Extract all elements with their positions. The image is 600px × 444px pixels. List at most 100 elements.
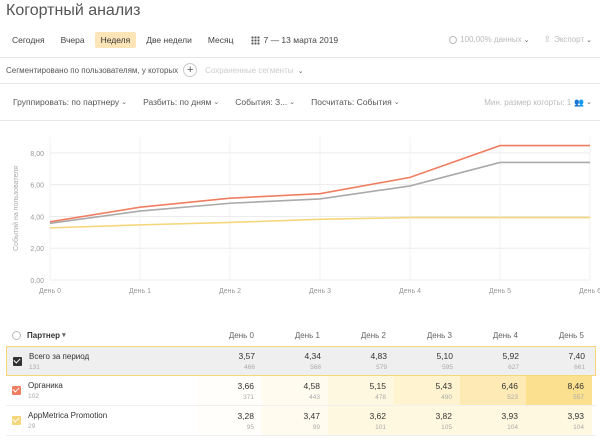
metric-value: 4,58 <box>303 380 320 391</box>
events-count: 595 <box>442 364 453 371</box>
events-count: 104 <box>507 423 518 431</box>
period-month[interactable]: Месяц <box>207 35 234 45</box>
metric-value: 3,62 <box>369 410 386 421</box>
events-count: 523 <box>507 393 518 401</box>
partner-users-count: 102 <box>28 393 39 400</box>
x-tick-label: День 4 <box>399 288 421 295</box>
partner-cell: Всего за период 131 <box>7 347 197 375</box>
metric-value: 6,46 <box>501 380 518 391</box>
period-yesterday[interactable]: Вчера <box>60 35 85 45</box>
period-today[interactable]: Сегодня <box>12 35 45 45</box>
chevron-down-icon: ⌄ <box>586 36 592 44</box>
saved-segments-dropdown[interactable]: Сохраненные сегменты ⌄ <box>205 65 304 75</box>
page-title: Когортный анализ <box>6 2 141 19</box>
metric-value: 5,15 <box>369 380 386 391</box>
day-column-header: День 2 <box>360 330 386 340</box>
events-count: 568 <box>310 364 321 371</box>
chevron-down-icon: ⌄ <box>121 99 128 106</box>
day-column-header: День 4 <box>492 330 518 340</box>
value-cell: 4,58 443 <box>262 376 328 405</box>
metric-value: 5,10 <box>436 351 453 361</box>
partner-column-header[interactable]: Партнер <box>27 330 61 340</box>
chevron-down-icon: ⌄ <box>213 99 220 106</box>
min-cohort-size[interactable]: Мин. размер когорты: 1 👥 ⌄ <box>484 97 592 107</box>
y-tick-label: 0,00 <box>30 278 44 285</box>
export-button[interactable]: ⇪ Экспорт ⌄ <box>544 34 592 45</box>
export-label: Экспорт <box>554 35 585 44</box>
partner-users-count: 29 <box>28 423 36 430</box>
metric-value: 3,66 <box>237 380 254 391</box>
events-count: 104 <box>573 423 584 431</box>
metric-value: 5,92 <box>502 351 519 361</box>
period-selector: Сегодня Вчера Неделя Две недели Месяц 7 … <box>6 31 338 49</box>
table-row[interactable]: Всего за период 131 3,57 466 4,34 568 4,83 579 5… <box>6 346 596 376</box>
group-by-dropdown[interactable]: Группировать: по партнеру ⌄ <box>13 97 128 107</box>
events-count: 579 <box>376 364 387 371</box>
metric-value: 7,40 <box>568 351 585 361</box>
sort-caret-icon: ▾ <box>62 332 66 339</box>
value-cell: 3,28 95 <box>196 406 262 435</box>
events-count: 95 <box>246 423 254 431</box>
y-tick-label: 4,00 <box>30 214 44 221</box>
events-count: 371 <box>243 393 254 401</box>
table-header: Партнер ▾ День 0 День 1 День 2 День 3 Де… <box>6 324 596 346</box>
events-count: 661 <box>574 364 585 371</box>
y-axis-label: Событий на пользователя <box>12 166 20 251</box>
value-cell: 5,10 595 <box>395 347 461 375</box>
x-tick-label: День 5 <box>489 288 511 295</box>
day-column-header: День 3 <box>426 330 452 340</box>
row-checkbox[interactable] <box>12 386 21 395</box>
metric-value: 3,57 <box>238 351 255 361</box>
metric-value: 8,46 <box>567 380 584 391</box>
value-cell: 6,46 523 <box>460 376 526 405</box>
chevron-down-icon: ⌄ <box>523 36 530 44</box>
value-cell: 3,93 104 <box>460 406 526 435</box>
cohort-line-chart: 0,00 2,00 4,00 6,00 8,00 День 0 День 1 День 2 Де… <box>12 137 600 295</box>
data-level-dropdown[interactable]: 100,00% данных ⌄ <box>449 35 530 44</box>
value-cell: 3,82 105 <box>394 406 460 435</box>
value-cell: 3,57 466 <box>197 347 263 375</box>
events-count: 443 <box>309 393 320 401</box>
metric-value: 5,43 <box>435 380 452 391</box>
events-count: 99 <box>312 423 320 431</box>
events-count: 101 <box>375 423 386 431</box>
period-week[interactable]: Неделя <box>94 32 137 48</box>
x-tick-label: День 1 <box>129 288 151 295</box>
export-icon: ⇪ <box>543 34 552 44</box>
value-cell: 3,62 101 <box>328 406 394 435</box>
divider <box>0 83 600 84</box>
value-cell: 5,92 627 <box>461 347 527 375</box>
data-level-label: 100,00% данных <box>460 35 522 44</box>
metric-value: 3,28 <box>237 410 254 421</box>
metric-value: 3,47 <box>303 410 320 421</box>
y-tick-label: 2,00 <box>30 246 44 253</box>
date-range-picker[interactable]: 7 — 13 марта 2019 <box>251 35 338 45</box>
events-dropdown[interactable]: События: З... ⌄ <box>235 97 296 107</box>
date-range-label: 7 — 13 марта 2019 <box>263 35 339 45</box>
row-checkbox[interactable] <box>13 356 22 366</box>
x-tick-label: День 3 <box>309 288 331 295</box>
series-line <box>49 161 590 225</box>
y-tick-label: 6,00 <box>30 183 44 190</box>
users-icon: 👥 <box>574 97 585 107</box>
count-dropdown[interactable]: Посчитать: События ⌄ <box>311 97 400 107</box>
day-column-header: День 0 <box>228 330 254 340</box>
metric-value: 3,82 <box>435 410 452 421</box>
chevron-down-icon: ⌄ <box>586 99 592 106</box>
metric-value: 3,93 <box>567 410 584 421</box>
value-cell: 7,40 661 <box>527 347 593 375</box>
divider <box>0 57 600 58</box>
split-dropdown[interactable]: Разбить: по дням ⌄ <box>143 97 220 107</box>
cohort-table: Партнер ▾ День 0 День 1 День 2 День 3 Де… <box>6 324 596 436</box>
events-count: 490 <box>441 393 452 401</box>
table-row[interactable]: AppMetrica Promotion 29 3,28 95 3,47 99 3,62 10… <box>6 406 596 436</box>
partner-name: AppMetrica Promotion <box>28 411 108 420</box>
row-checkbox[interactable] <box>12 416 21 425</box>
table-row[interactable]: Органика 102 3,66 371 4,58 443 5,15 478 5,43 490 6… <box>6 376 596 406</box>
metric-value: 3,93 <box>501 410 518 421</box>
select-all-checkbox[interactable] <box>12 330 21 340</box>
period-two-weeks[interactable]: Две недели <box>146 35 192 45</box>
chevron-down-icon: ⌄ <box>393 99 400 106</box>
add-segment-button[interactable]: + <box>183 63 198 77</box>
metric-value: 4,34 <box>304 351 321 361</box>
